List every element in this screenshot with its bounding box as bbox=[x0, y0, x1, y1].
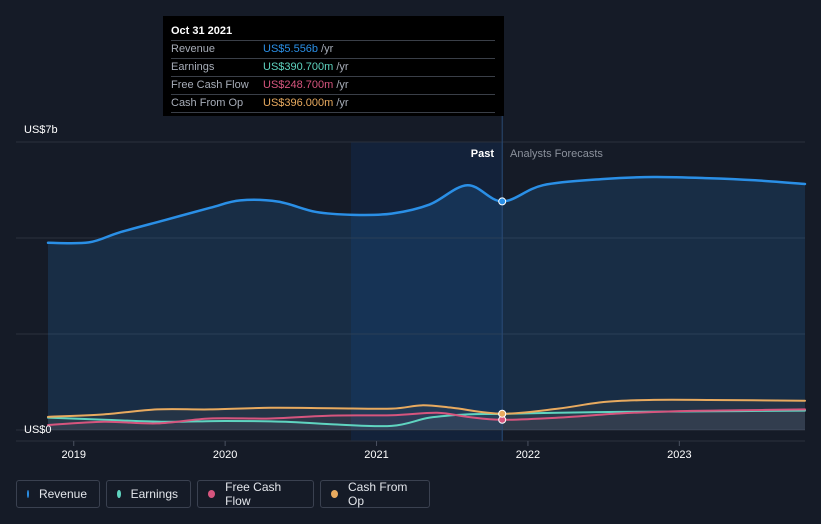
tooltip-value: US$5.556b bbox=[263, 43, 319, 55]
line-revenue bbox=[46, 175, 807, 245]
legend-dot-icon bbox=[208, 490, 216, 498]
tooltip-unit: /yr bbox=[336, 61, 349, 73]
forecast-label: Analysts Forecasts bbox=[510, 148, 603, 160]
area-revenue bbox=[48, 176, 805, 430]
tooltip-date: Oct 31 2021 bbox=[171, 25, 233, 37]
series-areas bbox=[48, 176, 805, 430]
legend-label: Free Cash Flow bbox=[225, 480, 282, 508]
tooltip-row-free-cash-flow: Free Cash Flow US$248.700m /yr bbox=[171, 76, 495, 94]
legend-dot-icon bbox=[117, 490, 121, 498]
y-axis-top-label: US$7b bbox=[24, 124, 58, 136]
tooltip-row-revenue: Revenue US$5.556b /yr bbox=[171, 40, 495, 58]
x-tick-label: 2023 bbox=[667, 449, 691, 461]
series-markers bbox=[498, 197, 507, 424]
legend-item-cash-from-op[interactable]: Cash From Op bbox=[320, 480, 430, 508]
grid-lines bbox=[16, 141, 805, 442]
tooltip-unit: /yr bbox=[321, 43, 334, 55]
tooltip-label: Earnings bbox=[171, 61, 215, 73]
legend-label: Revenue bbox=[38, 487, 87, 501]
line-free-cash-flow bbox=[47, 408, 806, 427]
tooltip-value: US$396.000m bbox=[263, 97, 334, 109]
tooltip-label: Cash From Op bbox=[171, 97, 244, 109]
tooltip-row-earnings: Earnings US$390.700m /yr bbox=[171, 58, 495, 76]
legend-label: Earnings bbox=[130, 487, 178, 501]
tooltip-row-cash-from-op: Cash From Op US$396.000m /yr bbox=[171, 94, 495, 113]
chart-legend: Revenue Earnings Free Cash Flow Cash Fro… bbox=[16, 480, 430, 508]
y-axis-bottom-label: US$0 bbox=[24, 424, 52, 436]
tooltip-value: US$248.700m bbox=[263, 79, 334, 91]
tooltip-unit: /yr bbox=[336, 97, 349, 109]
past-label: Past bbox=[471, 148, 495, 160]
legend-dot-icon bbox=[27, 490, 29, 498]
tooltip-value: US$390.700m bbox=[263, 61, 334, 73]
past-highlight bbox=[351, 142, 503, 441]
data-tooltip: Oct 31 2021 Revenue US$5.556b /yr Earnin… bbox=[163, 16, 504, 116]
x-tick-label: 2021 bbox=[364, 449, 388, 461]
line-cash-from-op bbox=[47, 398, 806, 418]
tooltip-label: Revenue bbox=[171, 43, 216, 55]
legend-dot-icon bbox=[331, 490, 339, 498]
legend-label: Cash From Op bbox=[348, 480, 408, 508]
x-tick-label: 2020 bbox=[213, 449, 237, 461]
area-earnings bbox=[48, 410, 805, 430]
tooltip-unit: /yr bbox=[336, 79, 349, 91]
tooltip-label: Free Cash Flow bbox=[171, 79, 249, 91]
marker-revenue bbox=[498, 197, 507, 206]
legend-item-free-cash-flow[interactable]: Free Cash Flow bbox=[197, 480, 314, 508]
x-tick-label: 2019 bbox=[61, 449, 85, 461]
area-cash-from-op bbox=[48, 399, 805, 430]
x-axis-ticks: 2019 2020 2021 2022 2023 bbox=[61, 441, 692, 461]
marker-cash-from-op bbox=[498, 409, 507, 418]
x-tick-label: 2022 bbox=[516, 449, 540, 461]
legend-item-revenue[interactable]: Revenue bbox=[16, 480, 100, 508]
series-lines bbox=[46, 175, 807, 428]
legend-item-earnings[interactable]: Earnings bbox=[106, 480, 191, 508]
